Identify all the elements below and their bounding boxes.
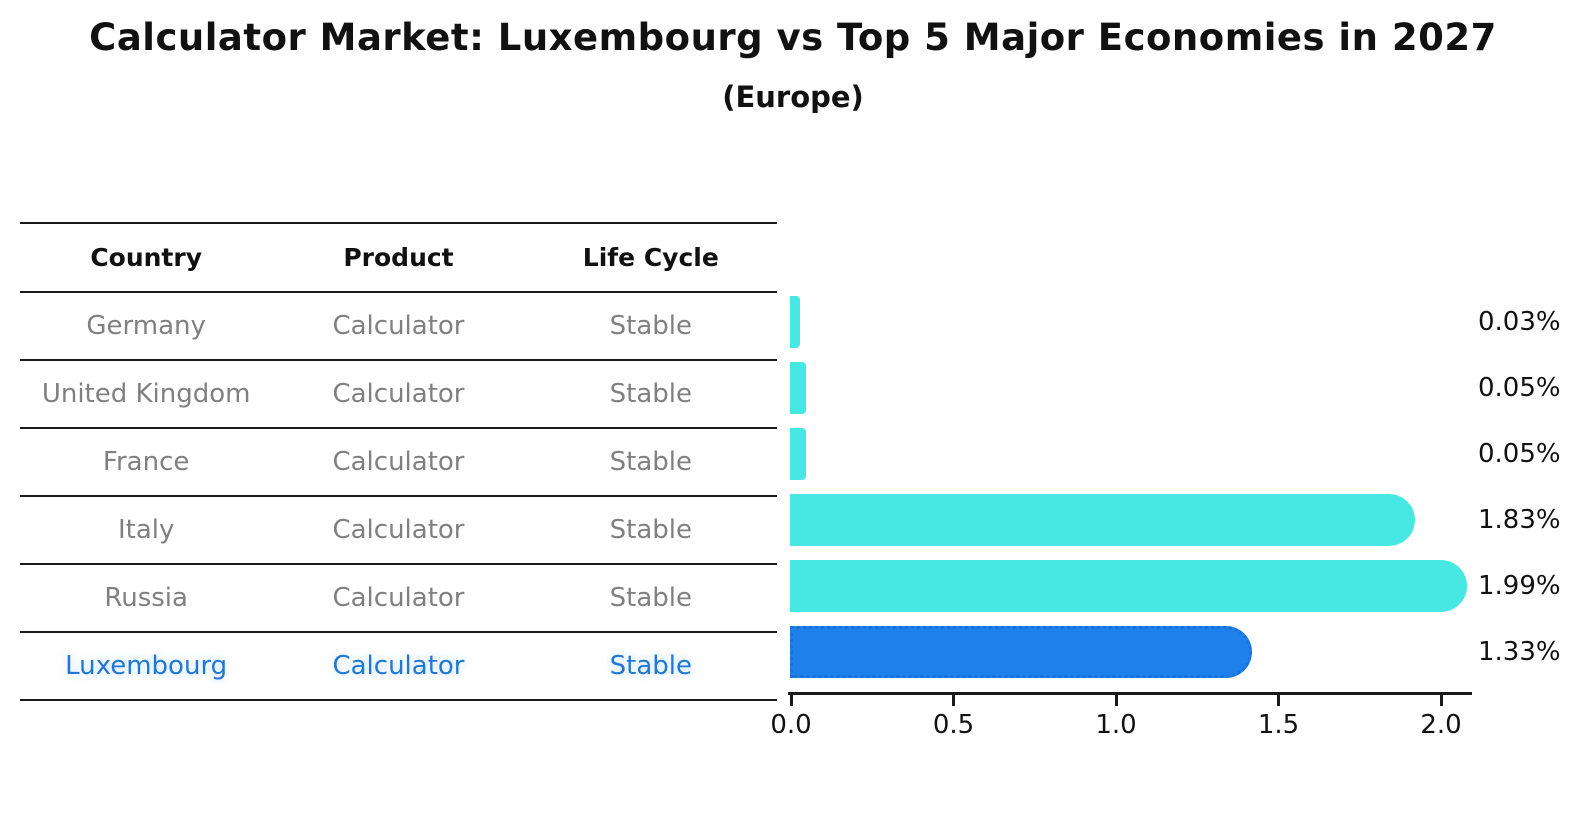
table-header-product: Product xyxy=(343,243,454,272)
value-label-italy: 1.83% xyxy=(1478,505,1561,535)
data-table: Country Product Life Cycle Germany Calcul… xyxy=(20,222,777,701)
cell-life-cycle: Stable xyxy=(609,379,692,409)
chart-subtitle: (Europe) xyxy=(722,80,864,114)
x-axis-tick-1.0 xyxy=(1114,695,1118,706)
cell-country: Russia xyxy=(104,583,188,613)
x-axis-tick-label-1.5: 1.5 xyxy=(1257,710,1300,740)
bar-germany xyxy=(790,296,800,348)
x-axis-tick-label-1.0: 1.0 xyxy=(1095,710,1137,740)
cell-product: Calculator xyxy=(332,651,465,681)
x-axis-tick-label-0.0: 0.0 xyxy=(770,710,812,740)
table-row-germany: Germany Calculator Stable xyxy=(20,293,777,361)
table-header-life-cycle: Life Cycle xyxy=(582,243,719,272)
value-label-united-kingdom: 0.05% xyxy=(1478,373,1561,403)
chart-title: Calculator Market: Luxembourg vs Top 5 M… xyxy=(89,16,1497,59)
value-label-luxembourg: 1.33% xyxy=(1478,637,1561,667)
table-row-russia: Russia Calculator Stable xyxy=(20,565,777,633)
cell-life-cycle: Stable xyxy=(609,583,692,613)
cell-product: Calculator xyxy=(332,583,465,613)
cell-country: Germany xyxy=(86,311,206,341)
bar-luxembourg xyxy=(790,626,1252,678)
cell-life-cycle: Stable xyxy=(609,515,692,545)
value-label-france: 0.05% xyxy=(1478,439,1561,469)
table-row-italy: Italy Calculator Stable xyxy=(20,497,777,565)
cell-product: Calculator xyxy=(332,311,465,341)
cell-life-cycle: Stable xyxy=(609,311,692,341)
value-label-russia: 1.99% xyxy=(1478,571,1561,601)
cell-country: Luxembourg xyxy=(65,651,228,681)
cell-country: United Kingdom xyxy=(41,379,251,409)
x-axis-line xyxy=(788,692,1472,695)
x-axis-tick-2.0 xyxy=(1439,695,1443,706)
table-row-luxembourg: Luxembourg Calculator Stable xyxy=(20,633,777,701)
table-header-row: Country Product Life Cycle xyxy=(20,224,777,293)
x-axis-tick-0.0 xyxy=(789,695,793,706)
bar-russia xyxy=(790,560,1467,612)
x-axis-tick-label-2.0: 2.0 xyxy=(1420,710,1462,740)
table-row-france: France Calculator Stable xyxy=(20,429,777,497)
value-label-germany: 0.03% xyxy=(1478,307,1561,337)
x-axis-tick-0.5 xyxy=(952,695,955,706)
bar-united-kingdom xyxy=(790,362,806,414)
cell-life-cycle: Stable xyxy=(609,651,692,681)
table-row-united-kingdom: United Kingdom Calculator Stable xyxy=(20,361,777,429)
x-axis-tick-label-0.5: 0.5 xyxy=(932,710,975,740)
cell-product: Calculator xyxy=(332,515,465,545)
table-header-country: Country xyxy=(90,243,203,272)
bar-italy xyxy=(790,494,1415,546)
table-body: Germany Calculator Stable United Kingdom Cal… xyxy=(20,293,777,701)
cell-country: France xyxy=(102,447,190,477)
bar-france xyxy=(790,428,806,480)
cell-country: Italy xyxy=(117,515,175,545)
x-axis-tick-1.5 xyxy=(1277,695,1280,706)
cell-life-cycle: Stable xyxy=(609,447,692,477)
cell-product: Calculator xyxy=(332,447,465,477)
cell-product: Calculator xyxy=(332,379,465,409)
